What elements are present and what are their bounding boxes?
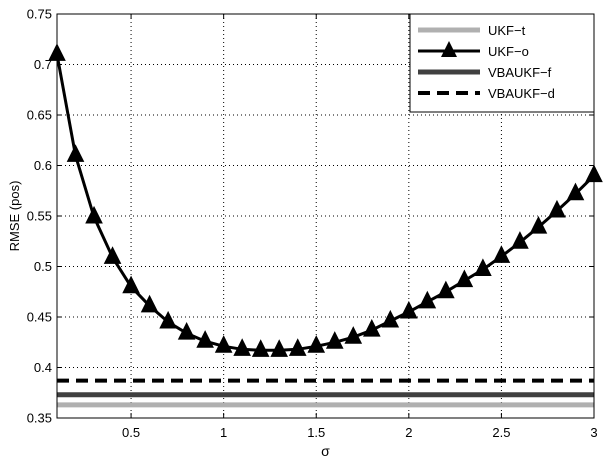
- series-point: [400, 300, 418, 319]
- legend-entry: VBAUKF−d: [488, 86, 555, 101]
- series-point: [288, 338, 307, 356]
- y-tick-label: 0.6: [34, 158, 52, 173]
- legend-entry: UKF−o: [488, 44, 529, 59]
- series-point: [159, 310, 177, 329]
- series-point: [437, 280, 455, 299]
- x-tick-label: 1: [220, 425, 227, 440]
- y-tick-label: 0.7: [34, 57, 52, 72]
- series-point: [233, 338, 251, 356]
- series-point: [103, 246, 122, 264]
- series-point: [492, 245, 511, 263]
- series-point: [529, 215, 548, 234]
- x-tick-label: 1.5: [307, 425, 325, 440]
- series-point: [196, 330, 214, 348]
- y-tick-label: 0.45: [27, 310, 52, 325]
- series-point: [511, 231, 529, 249]
- y-tick-label: 0.4: [34, 360, 52, 375]
- y-tick-label: 0.65: [27, 108, 52, 123]
- y-tick-label: 0.75: [27, 7, 52, 22]
- series-point: [381, 309, 400, 328]
- legend-marker: [441, 41, 457, 57]
- series-point: [566, 182, 585, 201]
- legend: UKF−t UKF−o VBAUKF−f VBAUKF−d: [409, 13, 595, 113]
- series-point: [325, 331, 344, 349]
- axis-ticks: 0.5 1 1.5 2 2.5 3 0.35 0.4 0.45 0.5 0.55 0.6 0.65 0.7…: [27, 7, 598, 441]
- series-point: [474, 258, 492, 277]
- x-tick-label: 2: [405, 425, 412, 440]
- series-point: [66, 144, 85, 162]
- y-axis-label: RMSE (pos): [7, 181, 22, 252]
- y-tick-label: 0.55: [27, 209, 52, 224]
- y-tick-label: 0.5: [34, 259, 52, 274]
- series-point: [122, 275, 140, 294]
- y-tick-label: 0.35: [27, 411, 52, 426]
- series-point: [455, 269, 474, 288]
- series-point: [418, 290, 437, 309]
- series-point: [362, 319, 381, 337]
- x-tick-label: 3: [590, 425, 597, 440]
- series-point: [140, 294, 159, 313]
- legend-entry: UKF−t: [488, 23, 526, 38]
- series-point: [177, 322, 196, 340]
- series-point: [85, 205, 103, 224]
- series-point: [270, 339, 289, 357]
- series-point: [548, 199, 566, 218]
- x-tick-label: 0.5: [122, 425, 140, 440]
- series-layer: [48, 43, 603, 408]
- series-point: [307, 335, 326, 353]
- series-point: [344, 326, 363, 344]
- series-point: [251, 339, 270, 357]
- legend-entry: VBAUKF−f: [488, 65, 552, 80]
- x-axis-label: σ: [321, 443, 330, 459]
- x-tick-label: 2.5: [492, 425, 510, 440]
- series-point: [214, 335, 233, 353]
